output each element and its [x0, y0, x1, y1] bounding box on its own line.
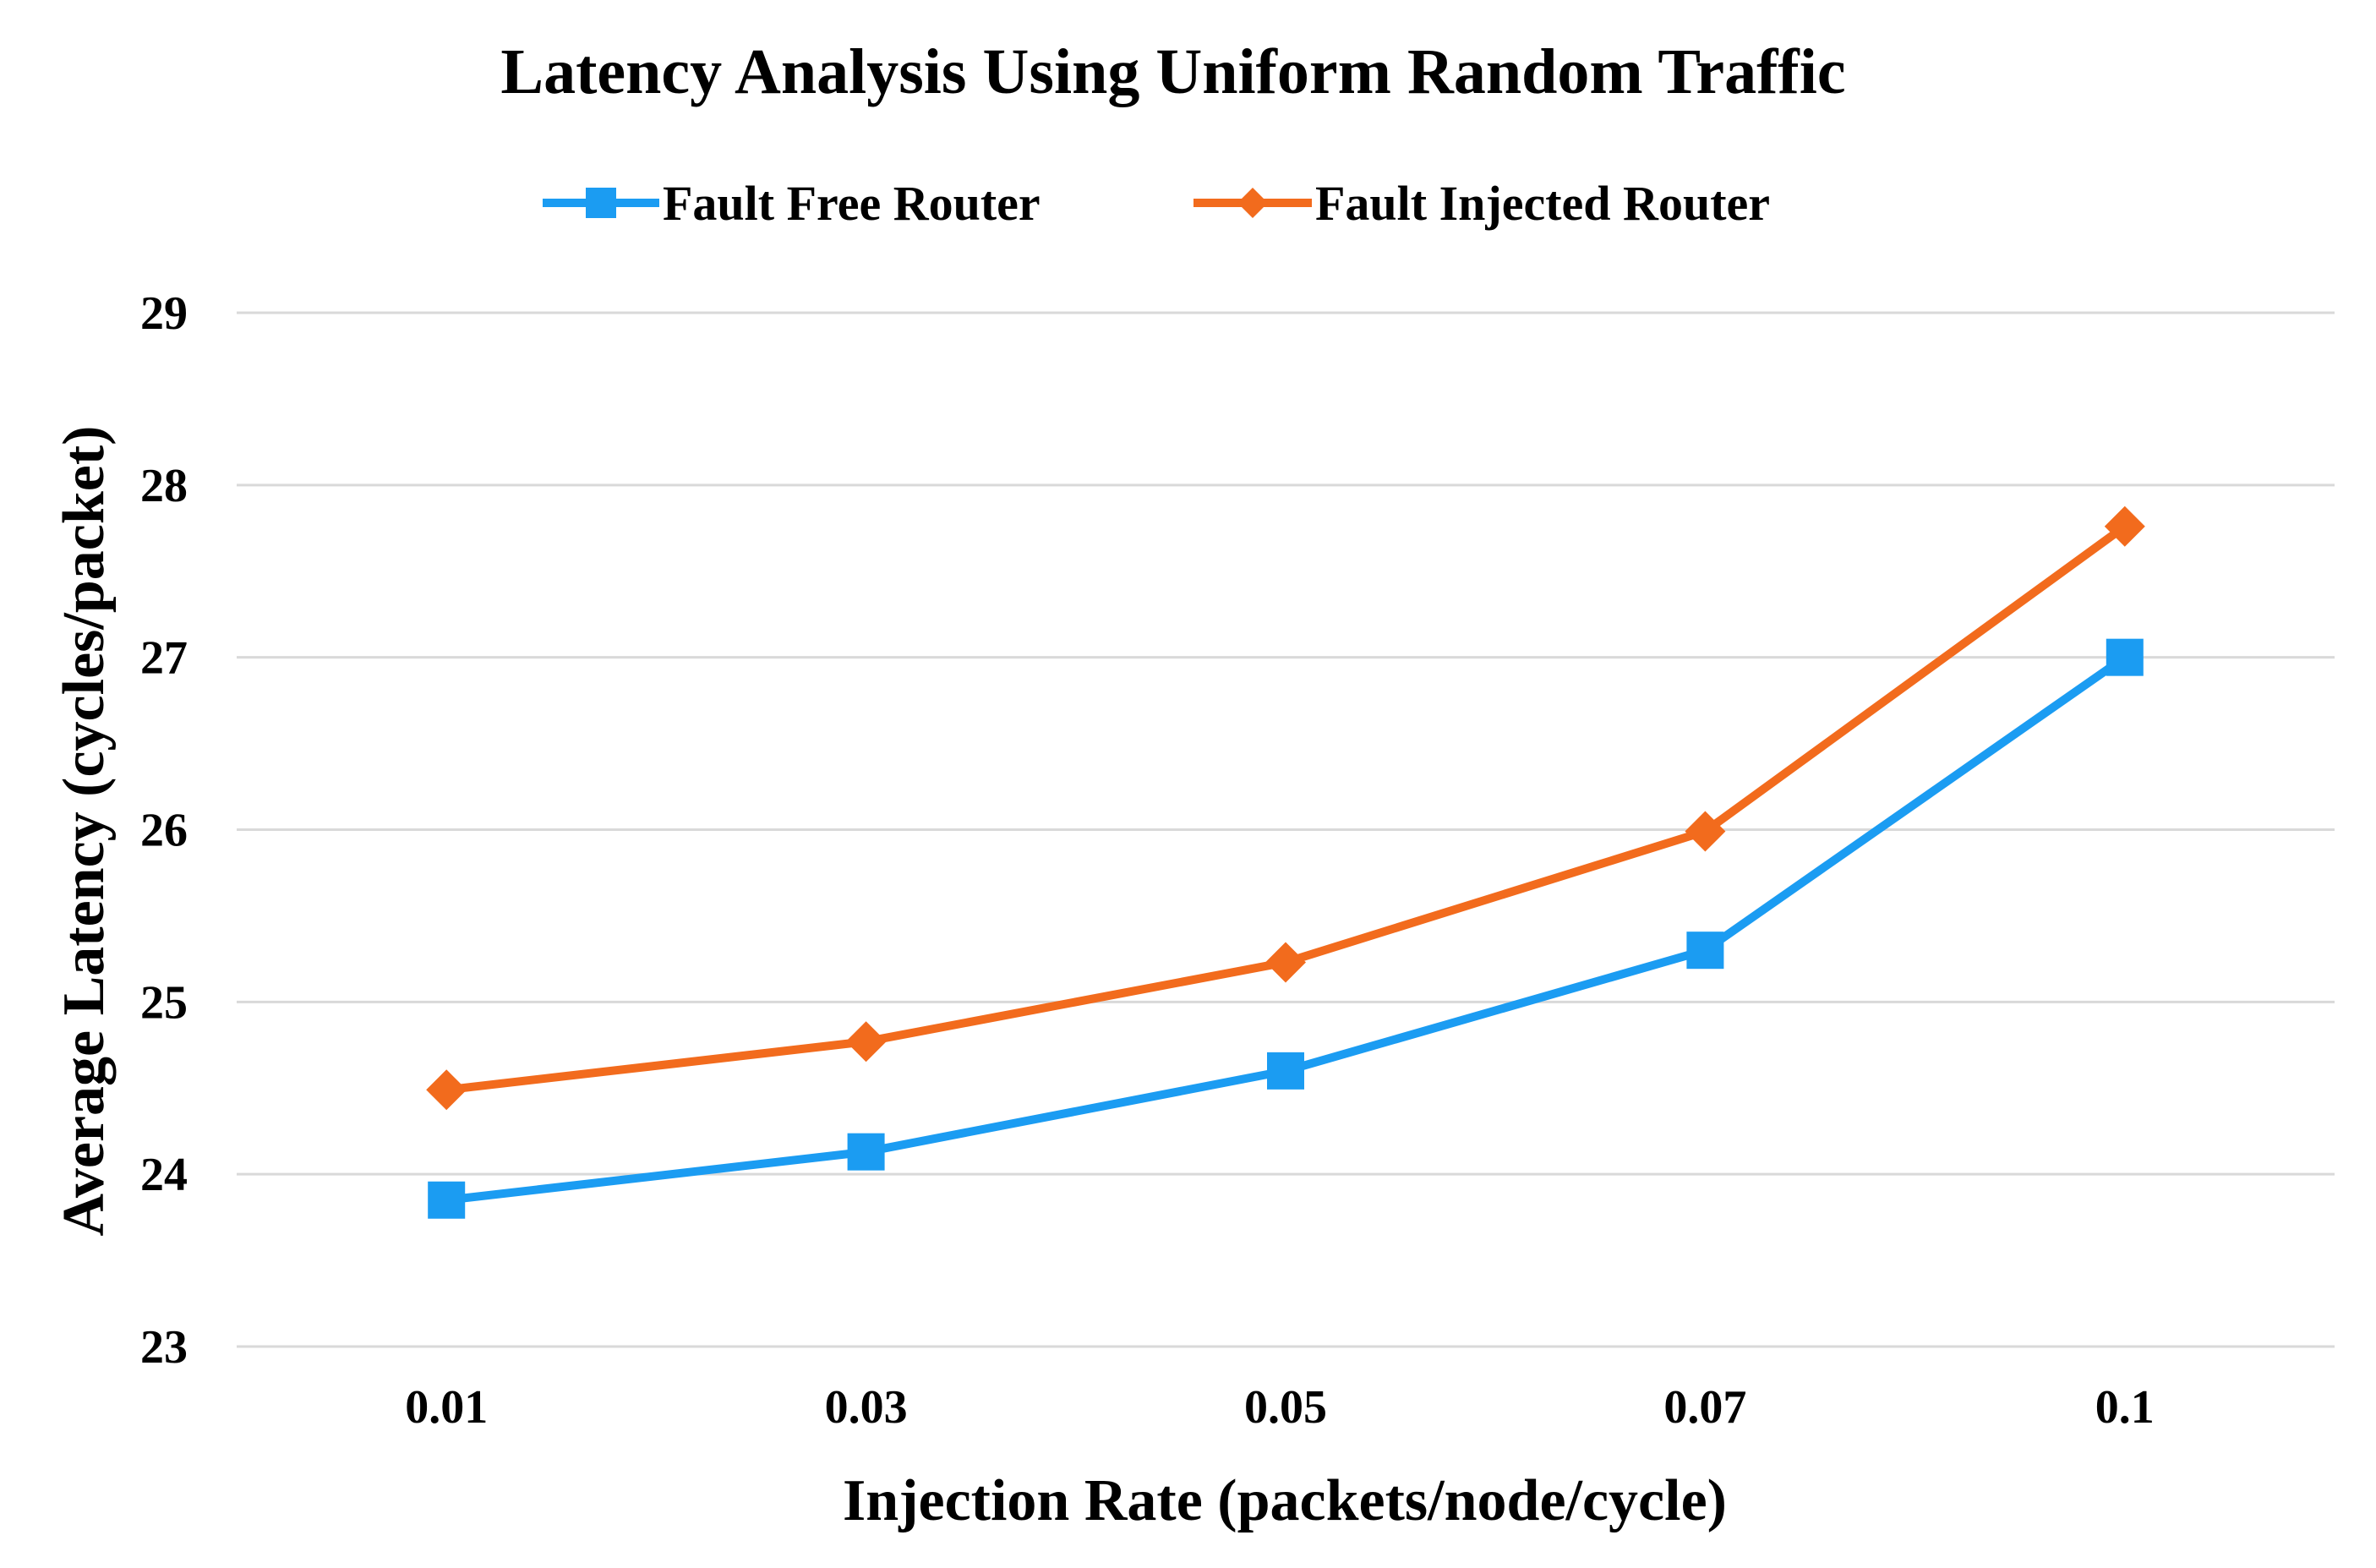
series-lines	[442, 522, 2129, 1205]
y-tick-label: 23	[140, 1321, 188, 1374]
series-line-1	[442, 522, 2129, 1095]
y-tick-label: 28	[140, 460, 188, 512]
chart-title: Latency Analysis Using Uniform Random Tr…	[500, 36, 1845, 107]
x-axis-ticks: 0.01 0.03 0.05 0.07 0.1	[405, 1381, 2155, 1434]
data-point	[845, 1021, 887, 1063]
y-tick-label: 27	[140, 632, 188, 685]
x-tick-label: 0.05	[1244, 1381, 1327, 1434]
data-point	[2106, 638, 2144, 676]
data-point	[847, 1133, 885, 1171]
x-tick-label: 0.03	[825, 1381, 908, 1434]
legend-item-fault-injected: Fault Injected Router	[1193, 176, 1770, 231]
gridlines	[237, 311, 2335, 1348]
data-point	[1267, 1052, 1304, 1090]
x-axis-label: Injection Rate (packets/node/cycle)	[843, 1468, 1727, 1533]
y-tick-label: 24	[140, 1149, 188, 1201]
legend-label-fault-injected: Fault Injected Router	[1315, 176, 1770, 231]
x-tick-label: 0.07	[1663, 1381, 1746, 1434]
legend-label-fault-free: Fault Free Router	[663, 176, 1041, 231]
y-axis-label: Average Latency (cycles/packet)	[52, 426, 117, 1237]
y-tick-label: 29	[140, 287, 188, 340]
data-point	[1686, 932, 1724, 970]
legend: Fault Free Router Fault Injected Router	[543, 176, 1770, 231]
y-axis-ticks: 23 24 25 26 27 28 29	[140, 287, 188, 1374]
data-point	[1265, 942, 1306, 983]
y-tick-label: 26	[140, 805, 188, 857]
data-point	[426, 1069, 467, 1111]
y-tick-label: 25	[140, 976, 188, 1029]
series-line-0	[442, 653, 2129, 1205]
x-tick-label: 0.01	[405, 1381, 488, 1434]
data-point	[2104, 505, 2145, 547]
data-point	[1685, 811, 1726, 852]
legend-swatch-fault-injected-marker	[1237, 188, 1268, 218]
legend-swatch-fault-free-marker	[586, 188, 616, 218]
series-markers	[426, 505, 2145, 1219]
x-tick-label: 0.1	[2095, 1381, 2155, 1434]
data-point	[428, 1181, 466, 1219]
legend-item-fault-free: Fault Free Router	[543, 176, 1041, 231]
